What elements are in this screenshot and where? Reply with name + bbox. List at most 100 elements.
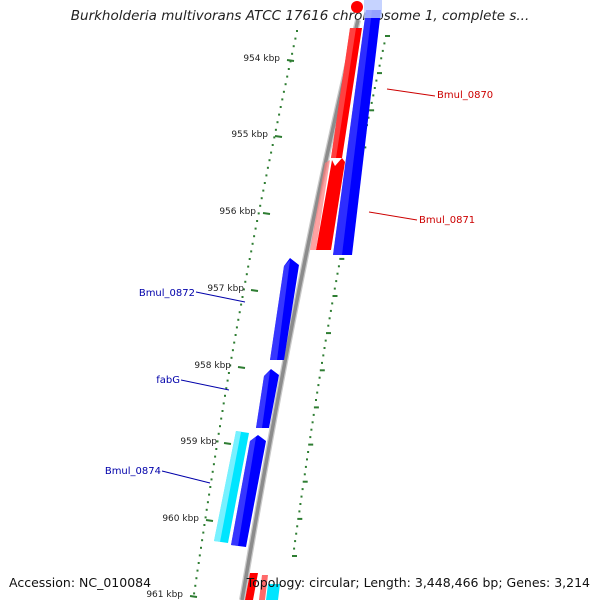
tick-dot bbox=[298, 510, 301, 513]
tick-dot bbox=[284, 83, 287, 86]
tick-dot bbox=[204, 516, 207, 519]
tick-dot bbox=[297, 517, 303, 520]
tick-dot bbox=[200, 546, 202, 549]
tick-dot bbox=[323, 347, 326, 349]
tick-dot bbox=[222, 402, 225, 405]
tick-dot bbox=[329, 309, 332, 312]
tick-dot bbox=[260, 197, 263, 200]
gene-feature-bottom-red[interactable] bbox=[245, 573, 268, 600]
gene-label-fabg[interactable]: fabG bbox=[156, 375, 180, 386]
tick-dot bbox=[274, 128, 277, 131]
gene-label-bmul-0871[interactable]: Bmul_0871 bbox=[419, 215, 475, 226]
tick-dot bbox=[328, 317, 331, 320]
leader-fabg bbox=[180, 379, 230, 391]
tick-dot bbox=[319, 369, 325, 372]
tick-dot bbox=[304, 465, 307, 468]
tick-dot bbox=[220, 417, 223, 420]
tick-dot bbox=[291, 52, 294, 55]
gene-label-bmul-0870[interactable]: Bmul_0870 bbox=[437, 90, 493, 101]
tick-dot bbox=[251, 242, 254, 245]
tick-dot bbox=[270, 151, 273, 154]
tick-dot bbox=[279, 106, 282, 108]
tick-label: 961 kbp bbox=[146, 590, 183, 600]
tick-dot bbox=[331, 302, 334, 305]
tick-dot bbox=[250, 250, 253, 253]
tick-dot bbox=[372, 94, 375, 97]
tick-dot bbox=[307, 451, 310, 453]
tick-dot bbox=[276, 121, 279, 124]
tick-dot bbox=[197, 562, 200, 564]
tick-dot bbox=[377, 72, 382, 75]
tick-dot bbox=[281, 98, 284, 101]
tick-dot bbox=[224, 394, 226, 397]
tick-dot bbox=[196, 569, 199, 572]
tick-dot bbox=[335, 280, 338, 283]
tick-dot bbox=[266, 166, 269, 169]
tick-dot bbox=[235, 326, 238, 329]
gene-label-bmul-0874[interactable]: Bmul_0874 bbox=[105, 466, 161, 477]
tick-dot bbox=[301, 488, 304, 491]
tick-dot bbox=[245, 273, 248, 276]
map-title: Burkholderia multivorans ATCC 17616 chro… bbox=[70, 8, 530, 24]
tick-dot bbox=[256, 220, 259, 222]
tick-dot bbox=[369, 109, 375, 112]
tick-dot bbox=[234, 334, 237, 336]
tick-dot bbox=[226, 379, 229, 382]
tick-dot bbox=[247, 265, 250, 268]
tick-dot bbox=[326, 332, 331, 335]
tick-dot bbox=[242, 288, 245, 291]
tick-dot bbox=[383, 42, 386, 45]
major-ticks bbox=[189, 59, 295, 598]
tick-dot bbox=[381, 49, 384, 52]
tick-dot bbox=[244, 280, 247, 283]
topology-text: Topology: circular; Length: 3,448,466 bp… bbox=[246, 575, 590, 590]
tick-dot bbox=[287, 68, 290, 70]
tick-dot bbox=[262, 189, 265, 192]
tick-dot bbox=[195, 577, 198, 580]
tick-dot bbox=[221, 410, 224, 412]
tick-dot bbox=[227, 372, 230, 374]
gene-label-bmul-0872[interactable]: Bmul_0872 bbox=[139, 288, 195, 299]
tick-dot bbox=[294, 540, 297, 543]
tick-dot bbox=[210, 478, 213, 481]
tick-dot bbox=[212, 463, 215, 466]
gene-feature-forward-top[interactable] bbox=[331, 28, 362, 158]
tick-dot bbox=[317, 384, 320, 387]
tick-dot bbox=[248, 258, 251, 260]
tick-dot bbox=[322, 354, 325, 357]
gene-feature-bmul-0871[interactable] bbox=[310, 158, 345, 250]
tick-dot bbox=[315, 399, 317, 401]
tick-dot bbox=[321, 361, 323, 364]
tick-dot bbox=[194, 584, 197, 587]
tick-dot bbox=[337, 265, 340, 268]
tick-dot bbox=[293, 547, 296, 550]
tick-dot bbox=[318, 376, 321, 379]
gene-feature-reverse-top[interactable] bbox=[333, 0, 382, 255]
gene-feature-bmul-0874[interactable] bbox=[214, 431, 266, 547]
gene-feature-bmul-0872[interactable] bbox=[270, 258, 299, 360]
tick-dot bbox=[215, 448, 218, 450]
tick-label: 960 kbp bbox=[162, 514, 199, 524]
tick-dot bbox=[231, 349, 234, 352]
tick-dot bbox=[311, 421, 314, 424]
tick-dot bbox=[375, 79, 378, 82]
gene-feature-bottom-cyan[interactable] bbox=[266, 584, 280, 600]
tick-label: 957 kbp bbox=[207, 284, 244, 294]
tick-dot bbox=[240, 303, 243, 306]
tick-dot bbox=[230, 356, 233, 359]
tick-label: 956 kbp bbox=[219, 207, 256, 217]
tick-dot bbox=[219, 425, 221, 428]
tick-label: 954 kbp bbox=[243, 54, 280, 64]
tick-dot bbox=[209, 486, 212, 488]
tick-dot bbox=[273, 136, 276, 139]
tick-dot bbox=[299, 503, 302, 505]
accession-text: Accession: NC_010084 bbox=[9, 575, 152, 590]
tick-dot bbox=[263, 182, 266, 184]
tick-dot bbox=[241, 296, 244, 298]
gene-feature-fabg[interactable] bbox=[256, 369, 279, 428]
inner-tick-dots bbox=[193, 30, 298, 595]
tick-dot bbox=[303, 473, 306, 476]
tick-dot bbox=[306, 458, 308, 461]
tick-dot bbox=[203, 524, 206, 526]
